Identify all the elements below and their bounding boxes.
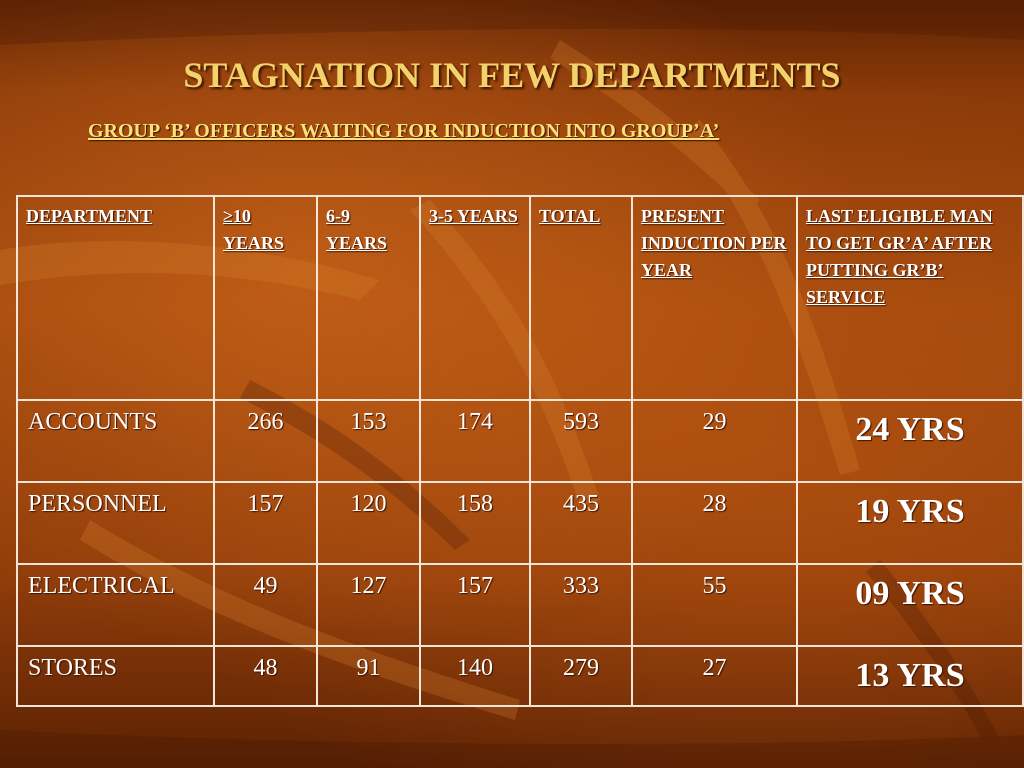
table-cell: 593 [529, 399, 633, 483]
header-cell: LAST ELIGIBLE MAN TO GET GR’A’ AFTER PUT… [796, 195, 1024, 401]
eligibility-cell: 19 YRS [796, 481, 1024, 565]
table-cell: 279 [529, 645, 633, 707]
table-cell: 49 [213, 563, 318, 647]
table-cell: 91 [316, 645, 421, 707]
table-header-row: DEPARTMENT ≥10 YEARS 6-9 YEARS 3-5 YEARS… [16, 195, 1024, 401]
table-row: ELECTRICAL 49 127 157 333 55 09 YRS [16, 563, 1024, 647]
slide-subtitle: GROUP ‘B’ OFFICERS WAITING FOR INDUCTION… [88, 120, 720, 142]
eligibility-cell: 13 YRS [796, 645, 1024, 707]
table-cell: 28 [631, 481, 798, 565]
department-cell: ACCOUNTS [16, 399, 215, 483]
header-cell: PRESENT INDUCTION PER YEAR [631, 195, 798, 401]
table-cell: 27 [631, 645, 798, 707]
table-cell: 266 [213, 399, 318, 483]
table-cell: 153 [316, 399, 421, 483]
slide-title: STAGNATION IN FEW DEPARTMENTS [183, 55, 841, 95]
department-cell: ELECTRICAL [16, 563, 215, 647]
table-cell: 29 [631, 399, 798, 483]
table-cell: 127 [316, 563, 421, 647]
header-cell: TOTAL [529, 195, 633, 401]
table-cell: 55 [631, 563, 798, 647]
header-cell: ≥10 YEARS [213, 195, 318, 401]
table-row: PERSONNEL 157 120 158 435 28 19 YRS [16, 481, 1024, 565]
department-cell: PERSONNEL [16, 481, 215, 565]
eligibility-cell: 24 YRS [796, 399, 1024, 483]
department-cell: STORES [16, 645, 215, 707]
table-cell: 157 [419, 563, 531, 647]
table-cell: 157 [213, 481, 318, 565]
eligibility-cell: 09 YRS [796, 563, 1024, 647]
table-cell: 48 [213, 645, 318, 707]
table-cell: 435 [529, 481, 633, 565]
induction-table: DEPARTMENT ≥10 YEARS 6-9 YEARS 3-5 YEARS… [16, 195, 1024, 707]
table-row: ACCOUNTS 266 153 174 593 29 24 YRS [16, 399, 1024, 483]
table-cell: 333 [529, 563, 633, 647]
table-cell: 140 [419, 645, 531, 707]
header-cell: DEPARTMENT [16, 195, 215, 401]
table-row: STORES 48 91 140 279 27 13 YRS [16, 645, 1024, 707]
table-cell: 158 [419, 481, 531, 565]
header-cell: 6-9 YEARS [316, 195, 421, 401]
table-cell: 120 [316, 481, 421, 565]
table-cell: 174 [419, 399, 531, 483]
header-cell: 3-5 YEARS [419, 195, 531, 401]
